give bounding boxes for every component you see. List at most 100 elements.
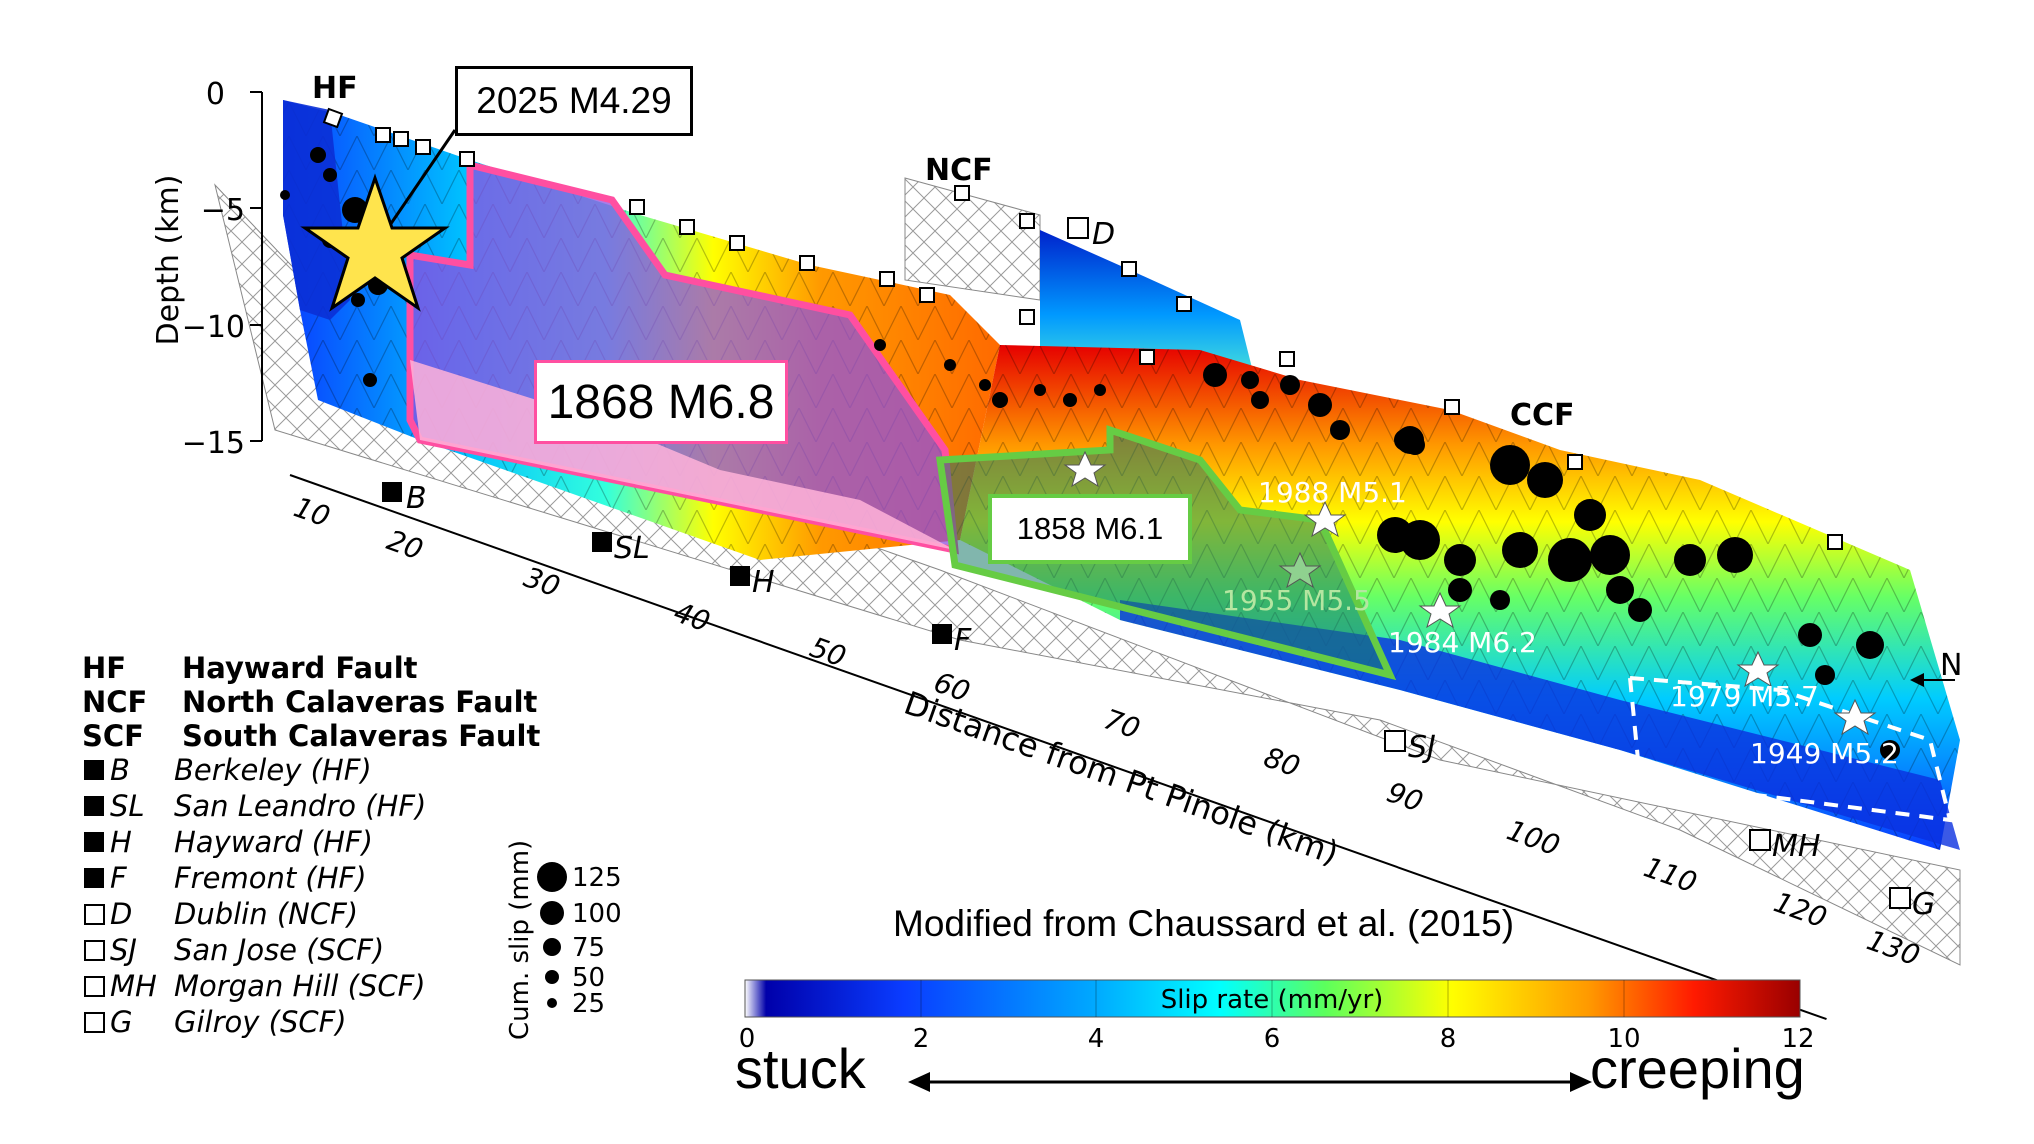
site-d: D — [1092, 217, 1115, 252]
star-1949-icon — [1833, 698, 1877, 736]
legend-abbr-sl: SL — [110, 789, 145, 823]
site-g: G — [1912, 887, 1935, 922]
event-1984: 1984 M6.2 — [1388, 626, 1537, 659]
site-f: F — [954, 623, 972, 658]
cb-tick-0: 0 — [739, 1024, 756, 1054]
site-mh: MH — [1772, 829, 1820, 864]
event-1955: 1955 M5.5 — [1222, 584, 1371, 617]
slip-value-50: 50 — [572, 963, 605, 993]
site-b: B — [406, 481, 427, 516]
mesh-ncf — [904, 177, 1041, 301]
legend-name-g: Gilroy (SCF) — [174, 1005, 347, 1039]
site-sj: SJ — [1408, 730, 1436, 765]
site-sl: SL — [614, 531, 650, 566]
dist-tick-70: 70 — [1100, 702, 1145, 745]
legend-name-h: Hayward (HF) — [174, 825, 373, 859]
cb-tick-4: 4 — [1088, 1024, 1105, 1054]
depth-axis-label: Depth (km) — [151, 175, 186, 346]
fault-label-hf: HF — [312, 71, 358, 106]
event-labels: 1988 M5.1 1955 M5.5 1984 M6.2 1979 M5.7 … — [1222, 476, 1899, 770]
slip-legend-label: Cum. slip (mm) — [505, 840, 535, 1040]
cb-tick-10: 10 — [1607, 1024, 1640, 1054]
slip-value-100: 100 — [572, 899, 622, 929]
legend-name-d: Dublin (NCF) — [174, 897, 358, 931]
legend-abbr-g: G — [110, 1005, 132, 1039]
leader-2025 — [388, 129, 457, 226]
legend: HF Hayward Fault NCF North Calaveras Fau… — [82, 651, 540, 1039]
depth-tick-15: −15 — [182, 426, 245, 461]
dist-tick-50: 50 — [806, 630, 851, 673]
north-label: N — [1940, 648, 1962, 683]
cb-tick-6: 6 — [1264, 1024, 1281, 1054]
dist-tick-10: 10 — [290, 490, 335, 533]
seismicity-circles — [280, 147, 1900, 760]
star-2025-icon — [300, 173, 450, 312]
star-1984-icon — [1418, 591, 1462, 629]
site-markers: B SL H F D SJ MH G — [382, 217, 1935, 922]
star-1979-icon — [1736, 650, 1780, 688]
star-1955-icon — [1278, 551, 1322, 589]
legend-abbr-h: H — [110, 825, 132, 859]
fault-label-ncf: NCF — [925, 153, 993, 188]
legend-abbr-ncf: NCF — [82, 685, 147, 719]
distance-axis — [289, 474, 1827, 1021]
surface-markers — [322, 107, 1843, 550]
cb-tick-8: 8 — [1440, 1024, 1457, 1054]
legend-name-f: Fremont (HF) — [174, 861, 367, 895]
fault-label-ccf: CCF — [1510, 398, 1575, 433]
legend-abbr-b: B — [110, 753, 130, 787]
dist-tick-90: 90 — [1383, 775, 1428, 818]
cb-tick-2: 2 — [913, 1024, 930, 1054]
legend-name-scf: South Calaveras Fault — [182, 719, 540, 753]
scf-dashed-zone — [1627, 675, 1953, 823]
legend-abbr-scf: SCF — [82, 719, 144, 753]
legend-abbr-sj: SJ — [110, 933, 137, 967]
dist-tick-80: 80 — [1260, 740, 1305, 783]
slip-value-25: 25 — [572, 989, 605, 1019]
legend-name-mh: Morgan Hill (SCF) — [174, 969, 426, 1003]
dist-tick-100: 100 — [1503, 813, 1564, 862]
scale-word-stuck: stuck — [735, 1037, 866, 1100]
site-h: H — [752, 565, 775, 600]
cb-tick-12: 12 — [1781, 1024, 1814, 1054]
dist-tick-20: 20 — [383, 523, 428, 566]
event-1979: 1979 M5.7 — [1670, 680, 1819, 713]
legend-name-ncf: North Calaveras Fault — [182, 685, 538, 719]
stuck-creeping-arrow-icon — [908, 1072, 1592, 1092]
callout-2025-quake: 2025 M4.29 — [455, 66, 693, 136]
legend-name-b: Berkeley (HF) — [174, 753, 372, 787]
colorbar — [744, 979, 1801, 1018]
star-1988-icon — [1303, 500, 1347, 538]
depth-ticks — [250, 91, 262, 442]
depth-tick-10: −10 — [182, 310, 245, 345]
slip-value-75: 75 — [572, 933, 605, 963]
slip-size-legend: Cum. slip (mm) 125 100 75 50 25 — [505, 840, 622, 1040]
legend-name-hf: Hayward Fault — [182, 651, 418, 685]
callout-1858-quake: 1858 M6.1 — [988, 494, 1192, 564]
depth-tick-5: −5 — [201, 193, 245, 228]
colorbar-dividers — [920, 980, 1625, 1017]
star-extra-icon — [1063, 450, 1107, 488]
dist-tick-30: 30 — [520, 560, 565, 603]
north-arrow-icon — [1910, 673, 1955, 687]
hf-deep-blue-zone — [283, 100, 350, 320]
dist-tick-40: 40 — [670, 595, 715, 638]
colorbar-ticks: 0 2 4 6 8 10 12 — [739, 1024, 1815, 1054]
credit-text: Modified from Chaussard et al. (2015) — [893, 903, 1515, 944]
scale-word-creeping: creeping — [1590, 1037, 1805, 1100]
event-1949: 1949 M5.2 — [1750, 737, 1899, 770]
event-stars — [1063, 450, 1877, 736]
depth-tick-0: 0 — [206, 77, 225, 112]
dist-tick-110: 110 — [1640, 850, 1701, 899]
colorbar-title: Slip rate (mm/yr) — [1161, 985, 1384, 1015]
slip-value-125: 125 — [572, 863, 622, 893]
legend-abbr-f: F — [110, 861, 128, 895]
callout-1868-quake: 1868 M6.8 — [534, 360, 788, 444]
legend-abbr-hf: HF — [82, 651, 126, 685]
legend-name-sl: San Leandro (HF) — [174, 789, 426, 823]
legend-abbr-mh: MH — [110, 969, 157, 1003]
legend-abbr-d: D — [110, 897, 132, 931]
legend-name-sj: San Jose (SCF) — [174, 933, 384, 967]
event-1988: 1988 M5.1 — [1258, 476, 1407, 509]
